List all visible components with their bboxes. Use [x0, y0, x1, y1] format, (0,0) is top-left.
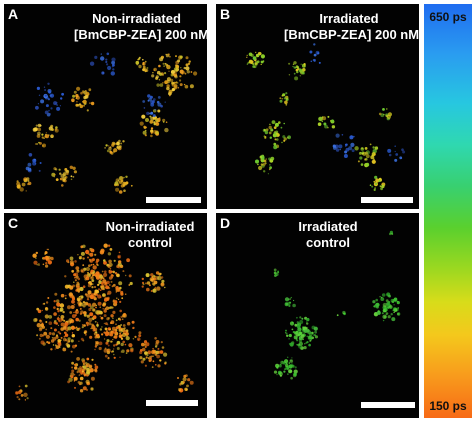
panel-b-fluorescence-image	[246, 43, 406, 191]
panel-c-letter: C	[8, 215, 19, 231]
panel-d-label-line2: control	[305, 235, 351, 250]
panel-b-micrograph: B Irradiated [BmCBP-ZEA] 200 nM	[216, 4, 419, 209]
panel-d-scale-bar	[361, 402, 415, 408]
panel-a-label-line1: Non-irradiated	[92, 11, 181, 26]
panel-c-fluorescence-image	[15, 243, 194, 401]
lifetime-colorbar: 650 ps 150 ps	[424, 4, 472, 418]
panel-d-label: Irradiated control	[284, 219, 372, 251]
panel-b-letter: B	[220, 6, 231, 22]
panel-a-label-line2: [BmCBP-ZEA] 200 nM	[74, 27, 207, 42]
panel-a-micrograph: A Non-irradiated [BmCBP-ZEA] 200 nM	[4, 4, 207, 209]
panel-b-label: Irradiated [BmCBP-ZEA] 200 nM	[284, 11, 419, 43]
panel-a-label: Non-irradiated [BmCBP-ZEA] 200 nM	[74, 11, 207, 43]
panel-a-letter: A	[8, 6, 19, 22]
panel-a-fluorescence-image	[16, 52, 198, 194]
panel-b-label-line2: [BmCBP-ZEA] 200 nM	[284, 27, 419, 42]
panel-c-scale-bar	[146, 400, 198, 406]
panel-b-scale-bar	[361, 197, 413, 203]
colorbar-top-label: 650 ps	[429, 10, 467, 24]
panel-c-label-line2: control	[127, 235, 173, 250]
panel-c-label-line1: Non-irradiated	[105, 219, 195, 234]
panel-a-scale-bar	[146, 197, 201, 203]
panel-b-label-line1: Irradiated	[319, 11, 379, 26]
panel-d-micrograph: D Irradiated control	[216, 213, 419, 418]
panel-d-label-line1: Irradiated	[298, 219, 358, 234]
panel-d-letter: D	[220, 215, 231, 231]
colorbar-bottom-label: 150 ps	[429, 399, 467, 413]
panel-d-fluorescence-image	[273, 230, 401, 380]
panel-c-micrograph: C Non-irradiated control	[4, 213, 207, 418]
panel-c-label: Non-irradiated control	[100, 219, 200, 251]
